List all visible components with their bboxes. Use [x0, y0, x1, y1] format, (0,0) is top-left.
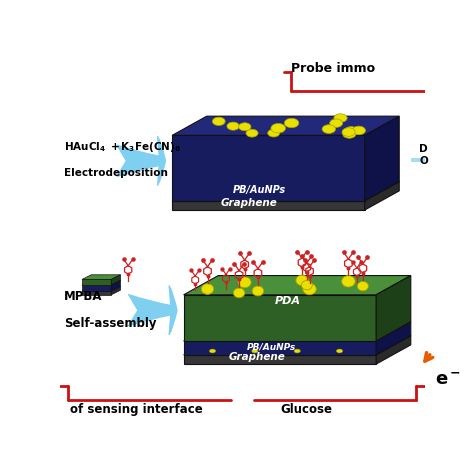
- Ellipse shape: [227, 122, 239, 130]
- Ellipse shape: [342, 275, 355, 287]
- Ellipse shape: [337, 349, 343, 353]
- Bar: [411, 158, 425, 163]
- Ellipse shape: [303, 283, 316, 295]
- Text: Graphene: Graphene: [228, 352, 285, 362]
- Ellipse shape: [330, 119, 343, 128]
- Ellipse shape: [294, 349, 301, 353]
- Polygon shape: [82, 279, 111, 285]
- Text: PB/AuNPs: PB/AuNPs: [247, 342, 296, 351]
- Ellipse shape: [252, 286, 264, 296]
- Polygon shape: [82, 275, 120, 279]
- Text: MPBA: MPBA: [64, 290, 103, 303]
- Ellipse shape: [238, 123, 251, 131]
- Text: of sensing interface: of sensing interface: [70, 403, 202, 416]
- Text: Graphene: Graphene: [220, 198, 277, 208]
- Ellipse shape: [322, 125, 336, 133]
- Polygon shape: [183, 336, 411, 355]
- Ellipse shape: [271, 123, 285, 133]
- Polygon shape: [183, 295, 376, 341]
- Ellipse shape: [345, 127, 357, 135]
- Ellipse shape: [301, 281, 312, 290]
- Ellipse shape: [212, 117, 225, 126]
- Text: D: D: [419, 144, 428, 154]
- Text: $\mathregular{HAuCl_4\ +K_3Fe(CN)_6}$: $\mathregular{HAuCl_4\ +K_3Fe(CN)_6}$: [64, 140, 182, 154]
- Polygon shape: [365, 182, 399, 210]
- Polygon shape: [82, 285, 111, 291]
- Ellipse shape: [296, 275, 308, 286]
- Ellipse shape: [284, 118, 299, 128]
- Polygon shape: [183, 275, 411, 295]
- Text: Glucose: Glucose: [280, 403, 332, 416]
- Polygon shape: [365, 116, 399, 201]
- Ellipse shape: [334, 114, 347, 122]
- Polygon shape: [82, 280, 120, 285]
- Text: $\mathbf{e^-}$: $\mathbf{e^-}$: [435, 371, 461, 389]
- Text: PB/AuNPs: PB/AuNPs: [233, 185, 286, 195]
- Text: O: O: [419, 156, 428, 166]
- Polygon shape: [111, 286, 120, 295]
- Ellipse shape: [357, 282, 368, 291]
- Ellipse shape: [342, 128, 355, 137]
- Text: Electrodeposition: Electrodeposition: [64, 168, 168, 178]
- Polygon shape: [172, 136, 365, 201]
- Polygon shape: [111, 280, 120, 291]
- Polygon shape: [82, 286, 120, 291]
- Ellipse shape: [352, 126, 365, 135]
- Polygon shape: [172, 182, 399, 201]
- Ellipse shape: [238, 277, 251, 288]
- Polygon shape: [172, 201, 365, 210]
- Polygon shape: [183, 341, 376, 355]
- Polygon shape: [183, 322, 411, 341]
- Polygon shape: [376, 336, 411, 364]
- Polygon shape: [172, 116, 399, 136]
- Polygon shape: [376, 275, 411, 341]
- Ellipse shape: [201, 284, 214, 294]
- Text: Probe immo: Probe immo: [292, 62, 375, 74]
- Ellipse shape: [210, 349, 216, 353]
- Polygon shape: [111, 275, 120, 285]
- Polygon shape: [183, 355, 376, 364]
- Polygon shape: [376, 322, 411, 355]
- Text: Self-assembly: Self-assembly: [64, 317, 157, 330]
- Ellipse shape: [268, 129, 280, 137]
- Ellipse shape: [233, 288, 245, 298]
- Ellipse shape: [246, 129, 258, 137]
- Ellipse shape: [252, 349, 258, 353]
- Text: PDA: PDA: [274, 296, 301, 306]
- Polygon shape: [82, 291, 111, 295]
- Ellipse shape: [343, 129, 356, 138]
